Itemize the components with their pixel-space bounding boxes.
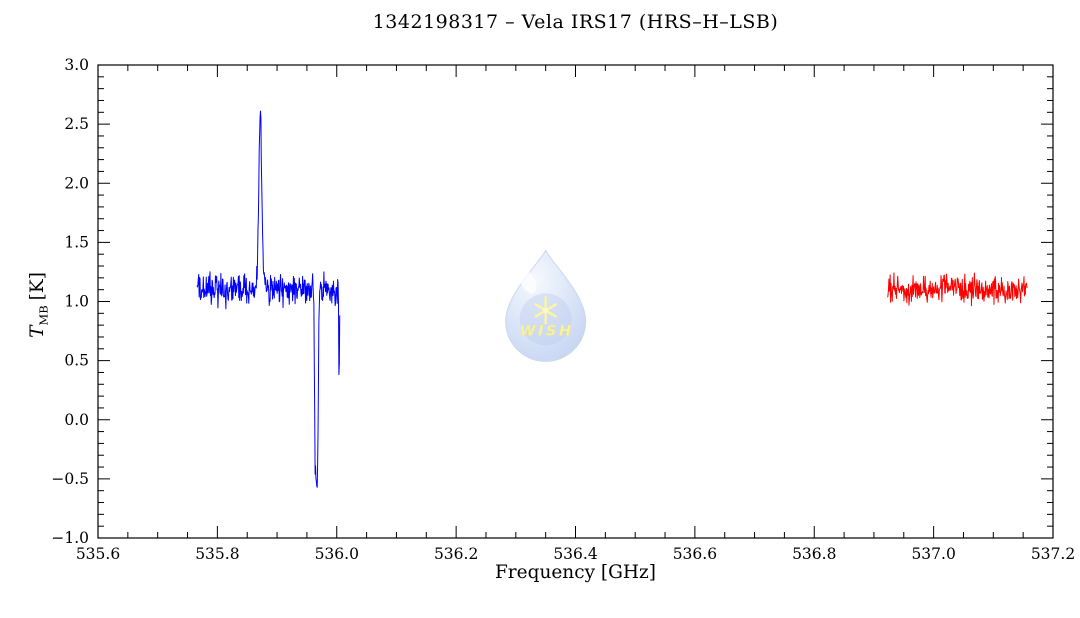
y-tick-label: 1.5 [64,233,89,251]
x-axis-label: Frequency [GHz] [494,562,657,583]
y-tick-label: 1.0 [64,293,89,311]
star-icon [534,296,557,325]
spectrum-segment-red [887,272,1028,307]
x-tick-label: 537.0 [911,545,955,563]
spectrum-segment-blue [196,110,341,488]
watermark-label: WISH [520,323,574,339]
y-axis-subscript: MB [36,305,51,326]
y-tick-label: 2.0 [64,174,89,192]
y-axis-units: [K] [27,272,48,301]
y-tick-label: −0.5 [51,470,89,488]
y-axis-label: TMB [K] [27,240,51,370]
y-tick-label: 0.0 [64,411,89,429]
x-tick-label: 537.2 [1031,545,1075,563]
axis-ticks [97,64,1054,539]
x-tick-label: 536.8 [792,545,836,563]
x-tick-label: 536.0 [315,545,359,563]
y-tick-label: 3.0 [64,56,89,74]
drop-highlight [518,269,537,294]
x-tick-label: 535.6 [76,545,120,563]
wish-watermark: WISH [505,249,587,362]
y-axis-symbol: T [27,325,48,338]
x-tick-label: 536.2 [434,545,478,563]
chart-title: 1342198317 – Vela IRS17 (HRS–H–LSB) [372,11,779,33]
y-tick-label: 0.5 [64,352,89,370]
x-tick-label: 536.4 [553,545,598,563]
y-tick-label: −1.0 [51,529,89,547]
y-tick-label: 2.5 [64,115,89,133]
x-tick-label: 536.6 [673,545,717,563]
x-tick-label: 535.8 [195,545,239,563]
